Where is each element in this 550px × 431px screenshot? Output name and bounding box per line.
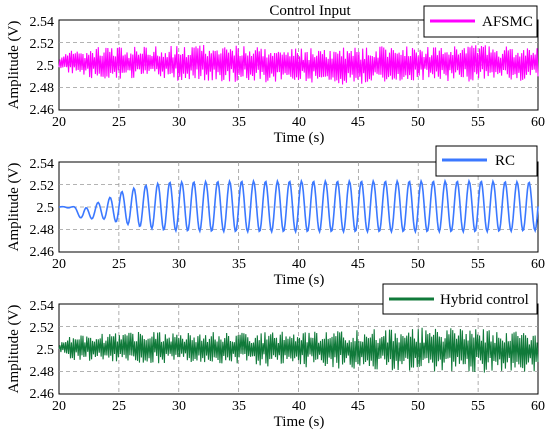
x-tick-label: 35 <box>232 399 246 414</box>
x-tick-label: 50 <box>411 115 425 130</box>
x-tick-label: 30 <box>172 399 186 414</box>
x-tick-label: 60 <box>531 115 545 130</box>
y-axis-label: Amplitude (V) <box>6 305 22 394</box>
x-tick-label: 60 <box>531 399 545 414</box>
x-tick-labels: 20 25 30 35 40 45 50 55 60 <box>52 399 545 414</box>
y-tick-label: 2.48 <box>30 81 55 96</box>
x-axis-label: Time (s) <box>274 130 325 146</box>
x-tick-label: 45 <box>351 257 365 272</box>
x-tick-label: 40 <box>292 257 306 272</box>
y-tick-label: 2.48 <box>30 223 55 238</box>
x-tick-label: 50 <box>411 257 425 272</box>
panel-title: Control Input <box>269 3 351 19</box>
y-tick-label: 2.52 <box>30 179 55 194</box>
legend: Hybrid control <box>382 283 538 315</box>
x-tick-label: 25 <box>112 115 126 130</box>
y-tick-label: 2.54 <box>30 299 55 314</box>
y-tick-label: 2.52 <box>30 37 55 52</box>
x-tick-label: 45 <box>351 115 365 130</box>
panel-afsmc: Control Input 2.54 2.52 2.5 2.48 2.46 20… <box>6 3 545 146</box>
x-tick-label: 25 <box>112 399 126 414</box>
x-tick-label: 30 <box>172 115 186 130</box>
legend-label: AFSMC <box>482 14 533 30</box>
x-axis-label: Time (s) <box>274 272 325 288</box>
legend: AFSMC <box>423 5 538 38</box>
x-tick-label: 60 <box>531 257 545 272</box>
y-tick-label: 2.48 <box>30 365 55 380</box>
x-tick-label: 20 <box>52 399 66 414</box>
y-axis-label: Amplitude (V) <box>6 163 22 252</box>
y-tick-label: 2.52 <box>30 321 55 336</box>
x-tick-labels: 20 25 30 35 40 45 50 55 60 <box>52 115 545 130</box>
legend-label: Hybrid control <box>440 292 529 308</box>
y-tick-label: 2.54 <box>30 157 55 172</box>
x-tick-label: 45 <box>351 399 365 414</box>
y-tick-label: 2.5 <box>37 343 55 358</box>
panel-hybrid: 2.54 2.52 2.5 2.48 2.46 20 25 30 35 40 4… <box>6 283 545 430</box>
series-line <box>58 327 539 373</box>
data-series <box>58 327 539 373</box>
y-tick-label: 2.5 <box>37 201 55 216</box>
x-tick-label: 55 <box>471 115 485 130</box>
x-tick-label: 55 <box>471 399 485 414</box>
data-series <box>58 44 539 85</box>
y-tick-labels: 2.54 2.52 2.5 2.48 2.46 <box>30 157 55 260</box>
x-tick-label: 35 <box>232 257 246 272</box>
x-tick-label: 35 <box>232 115 246 130</box>
y-tick-labels: 2.54 2.52 2.5 2.48 2.46 <box>30 299 55 402</box>
x-tick-label: 50 <box>411 399 425 414</box>
x-tick-label: 20 <box>52 115 66 130</box>
y-tick-label: 2.46 <box>30 103 55 118</box>
series-line <box>58 178 539 235</box>
x-tick-label: 40 <box>292 115 306 130</box>
panel-rc: 2.54 2.52 2.5 2.48 2.46 20 25 30 35 40 4… <box>6 145 545 288</box>
x-tick-label: 30 <box>172 257 186 272</box>
data-series <box>58 178 539 235</box>
y-tick-label: 2.54 <box>30 15 55 30</box>
legend: RC <box>435 145 538 177</box>
x-tick-labels: 20 25 30 35 40 45 50 55 60 <box>52 257 545 272</box>
y-tick-label: 2.46 <box>30 387 55 402</box>
x-tick-label: 25 <box>112 257 126 272</box>
x-tick-label: 20 <box>52 257 66 272</box>
y-tick-label: 2.46 <box>30 245 55 260</box>
x-tick-label: 40 <box>292 399 306 414</box>
series-line <box>58 44 539 85</box>
x-tick-label: 55 <box>471 257 485 272</box>
y-axis-label: Amplitude (V) <box>6 21 22 110</box>
x-axis-label: Time (s) <box>274 414 325 430</box>
y-tick-label: 2.5 <box>37 59 55 74</box>
y-tick-labels: 2.54 2.52 2.5 2.48 2.46 <box>30 15 55 118</box>
legend-label: RC <box>495 153 515 169</box>
